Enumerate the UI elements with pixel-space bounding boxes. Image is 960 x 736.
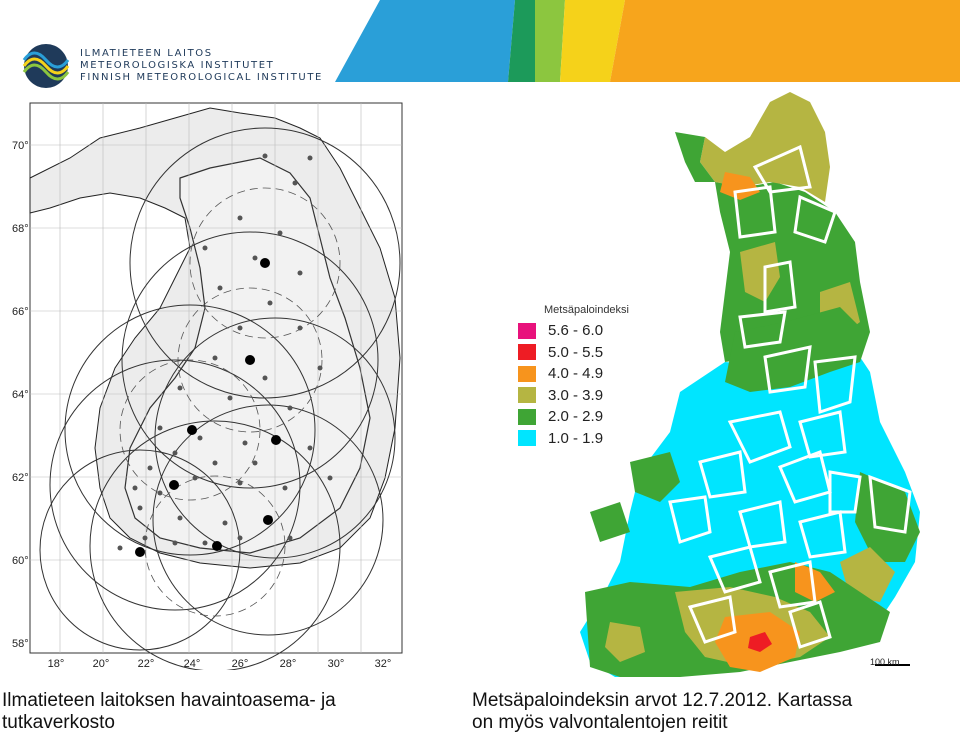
lat-label: 66° [12,306,29,318]
station-radar-map: 70° 68° 66° 64° 62° 60° 58° 18° 20° 22° … [12,102,403,670]
legend-label: 3.0 - 3.9 [548,386,604,404]
legend-swatch [518,322,536,339]
lat-label: 68° [12,223,29,235]
lat-label: 62° [12,472,29,484]
fmi-emblem-icon [22,44,70,88]
legend-label: 4.0 - 4.9 [548,365,604,383]
lat-label: 60° [12,555,29,567]
legend-swatch [518,365,536,382]
lon-label: 32° [375,658,392,670]
caption-line: on myös valvontalentojen reitit [472,712,728,733]
lon-label: 30° [328,658,345,670]
logo-line: METEOROLOGISKA INSTITUTET [80,60,275,71]
legend-swatch [518,430,536,447]
caption-line: Metsäpaloindeksin arvot 12.7.2012. Karta… [472,690,853,711]
header-color-band [335,0,960,82]
legend-label: 2.0 - 2.9 [548,408,604,426]
legend-swatch [518,344,536,361]
legend-label: 1.0 - 1.9 [548,429,604,447]
legend-item: 1.0 - 1.9 [518,428,603,450]
lon-label: 24° [184,658,201,670]
left-caption: Ilmatieteen laitoksen havaintoasema- ja … [2,690,336,734]
lat-label: 58° [12,638,29,650]
legend-item: 2.0 - 2.9 [518,406,603,428]
legend-label: 5.6 - 6.0 [548,322,604,340]
legend-item: 3.0 - 3.9 [518,385,603,407]
caption-line: tutkaverkosto [2,712,115,733]
lon-label: 22° [138,658,155,670]
lat-label: 70° [12,140,29,152]
right-caption: Metsäpaloindeksin arvot 12.7.2012. Karta… [472,690,852,734]
fire-index-legend: 5.6 - 6.0 5.0 - 5.5 4.0 - 4.9 3.0 - 3.9 … [518,320,603,449]
lat-label: 64° [12,389,29,401]
logo-text: ILMATIETEEN LAITOS METEOROLOGISKA INSTIT… [80,48,323,84]
lon-label: 28° [280,658,297,670]
legend-label: 5.0 - 5.5 [548,343,604,361]
legend-swatch [518,387,536,404]
lon-label: 18° [48,658,65,670]
lon-label: 26° [232,658,249,670]
caption-line: Ilmatieteen laitoksen havaintoasema- ja [2,690,336,711]
lon-label: 20° [93,658,110,670]
logo-line: ILMATIETEEN LAITOS [80,48,213,59]
legend-item: 5.6 - 6.0 [518,320,603,342]
legend-item: 4.0 - 4.9 [518,363,603,385]
fire-index-map [580,92,920,677]
scale-label: 100 km [870,657,900,667]
fmi-logo[interactable]: ILMATIETEEN LAITOS METEOROLOGISKA INSTIT… [22,42,323,90]
legend-item: 5.0 - 5.5 [518,342,603,364]
legend-title: Metsäpaloindeksi [544,304,629,316]
legend-swatch [518,408,536,425]
logo-line: FINNISH METEOROLOGICAL INSTITUTE [80,72,323,83]
